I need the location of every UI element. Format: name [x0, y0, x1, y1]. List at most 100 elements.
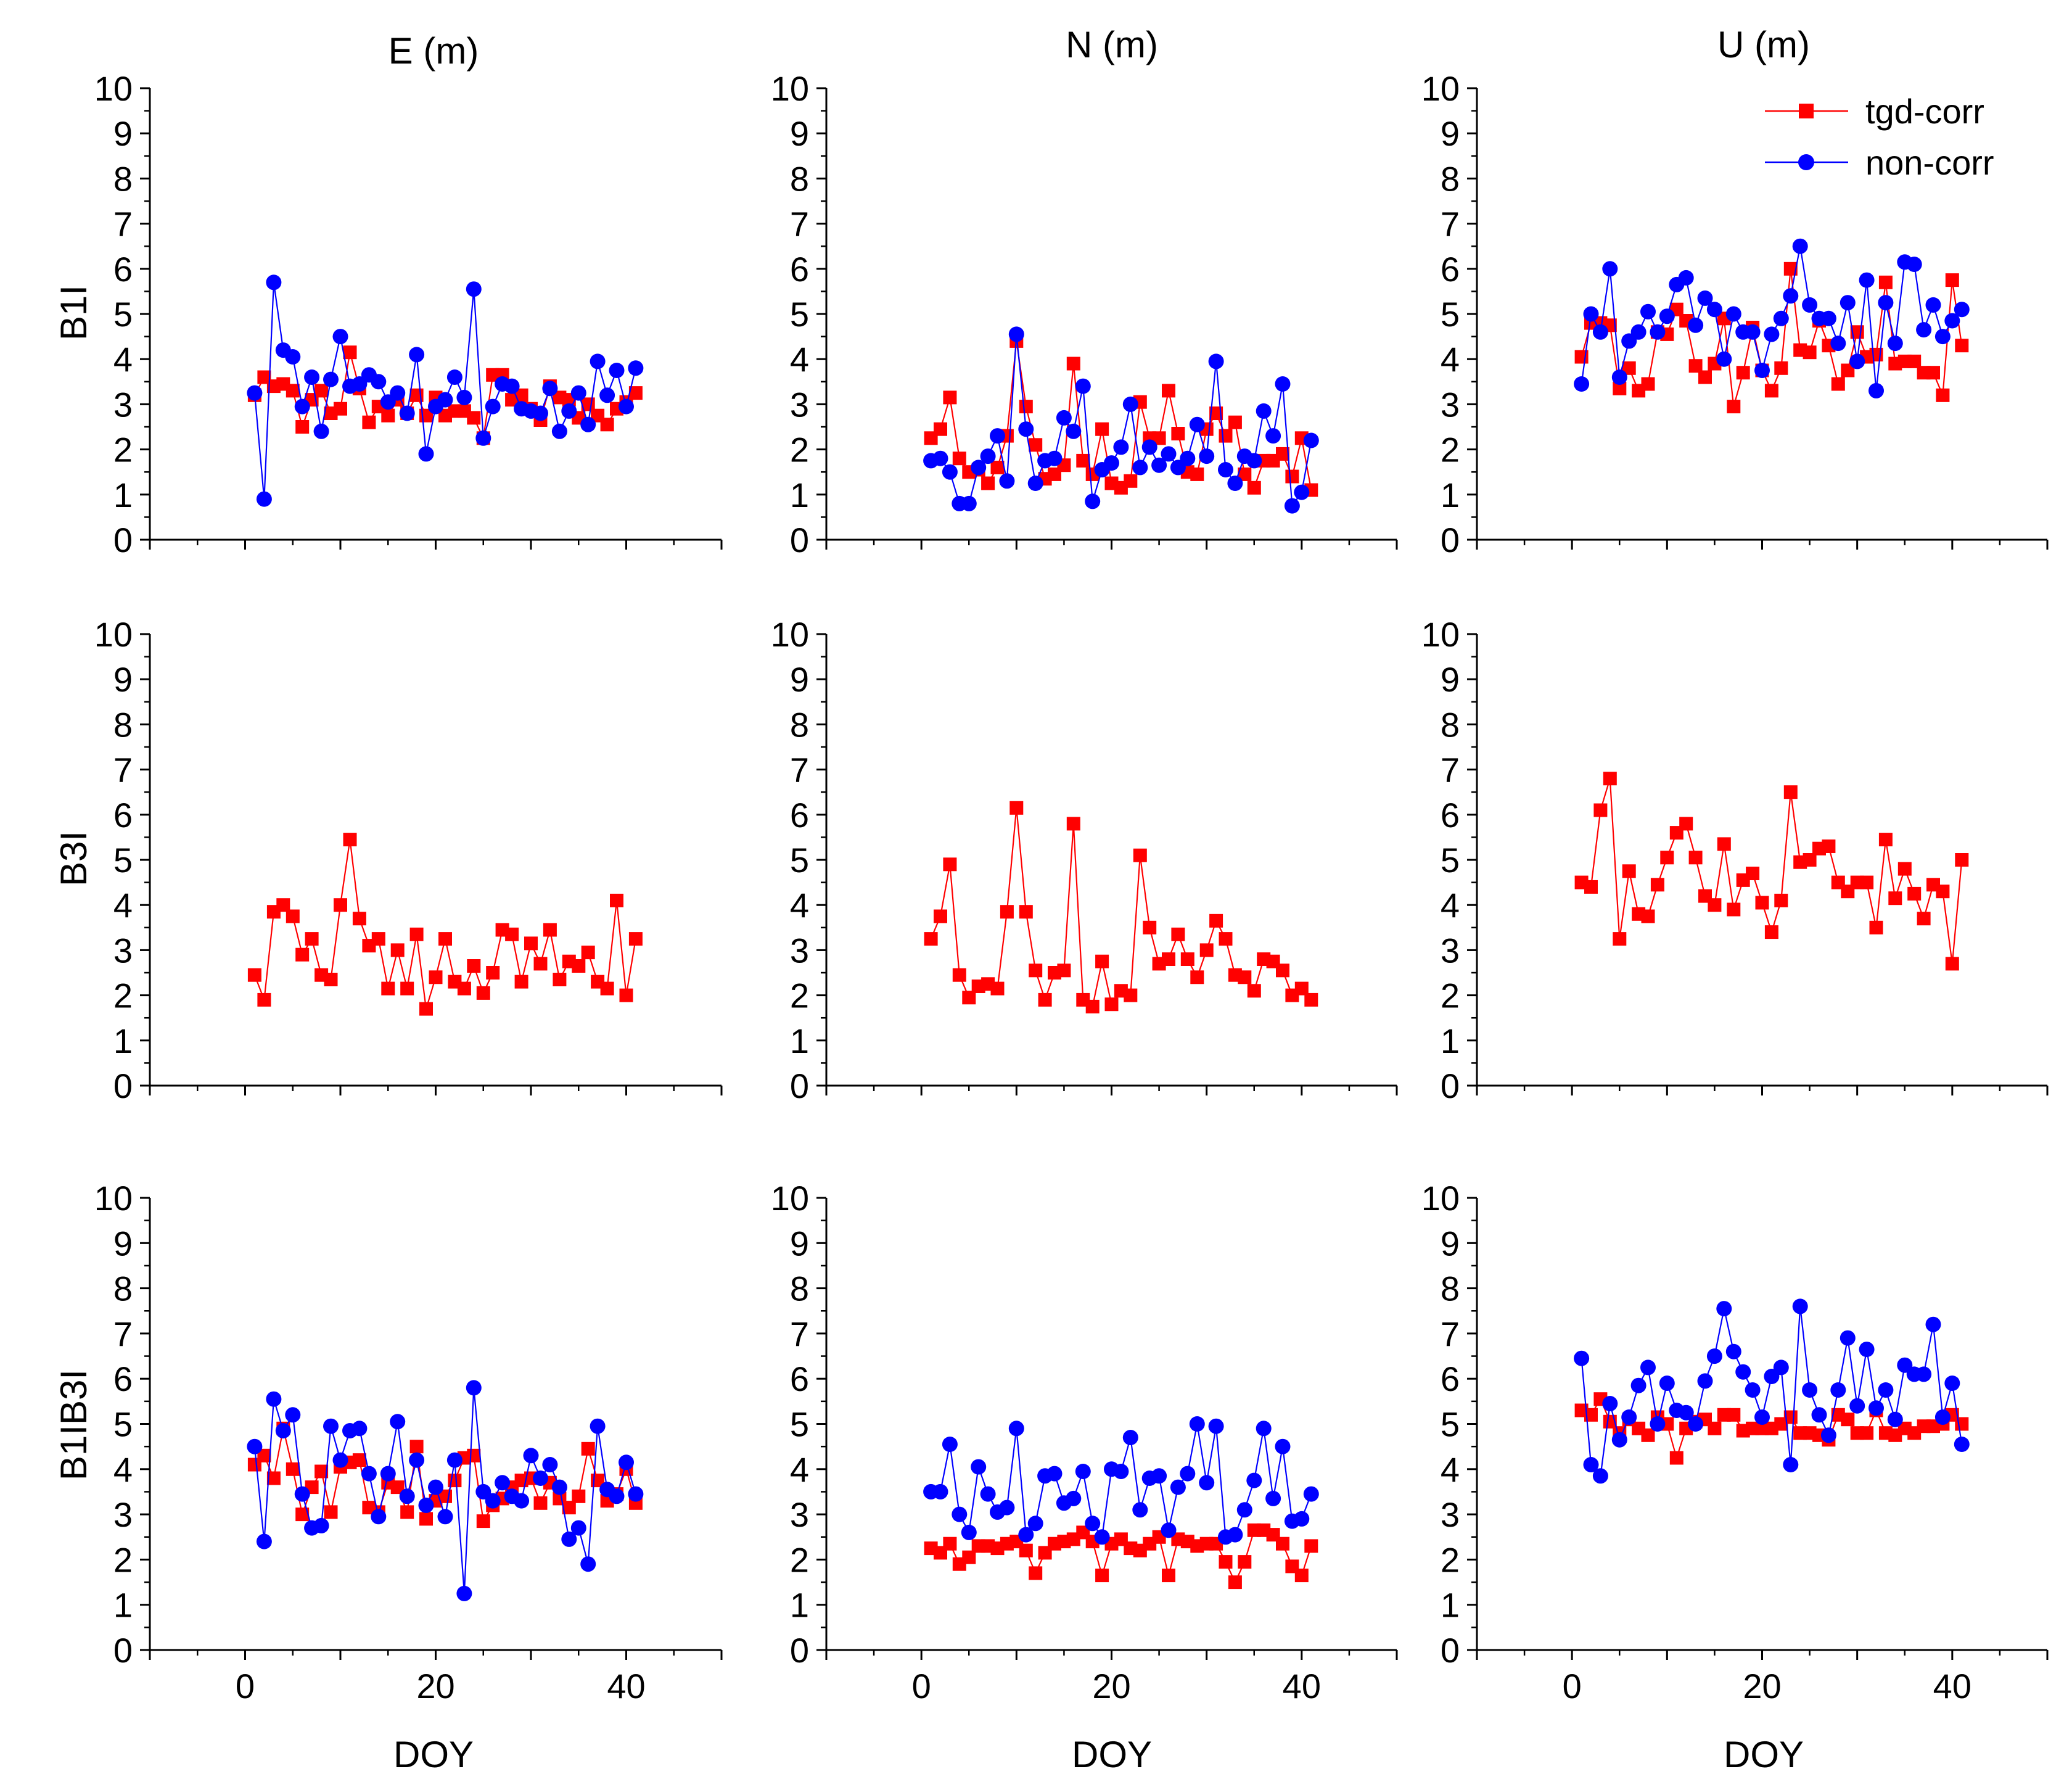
panel-b1i-u-y-tick-label-10: 10: [1421, 69, 1460, 108]
panel-b3i-n-y-tick-label-6: 6: [790, 796, 809, 835]
panel-b3i-e-tgd-corr-point-10: [334, 898, 347, 912]
panel-b1i-n-non-corr-point-11: [1018, 421, 1034, 437]
panel-b1i-e-tgd-corr-point-8: [314, 384, 329, 398]
panel-b1i-u-non-corr-point-13: [1688, 317, 1704, 333]
panel-b1ib3i-n-tgd-corr-point-38: [1276, 1537, 1289, 1551]
panel-b1i-u-tgd-corr-point-5: [1613, 381, 1627, 395]
panel-b1i-n-non-corr-point-23: [1132, 460, 1148, 476]
panel-b1ib3i-e-non-corr-point-3: [266, 1391, 282, 1407]
panel-b1ib3i-e-tgd-corr-point-35: [572, 1489, 586, 1503]
panel-b3i-e-tgd-corr-point-32: [543, 923, 557, 937]
row-label-b1ib3i: B1IB3I: [53, 1369, 94, 1480]
panel-b1ib3i-e-non-corr-point-39: [609, 1488, 625, 1504]
panel-b3i-u-tgd-corr-point-37: [1917, 912, 1931, 926]
panel-b1i-u-non-corr-point-17: [1725, 306, 1741, 322]
panel-b1i-e-non-corr-point-39: [609, 363, 625, 378]
panel-b1ib3i-n-tgd-corr-point-40: [1294, 1569, 1309, 1583]
panel-b1i-u-tgd-corr-point-14: [1698, 370, 1712, 384]
panel-b1i-e-non-corr-point-22: [446, 369, 462, 385]
panel-b1ib3i-u-x-tick-label-0: 0: [1563, 1667, 1582, 1706]
panel-b1ib3i-e-non-corr-point-6: [294, 1486, 310, 1502]
panel-b3i-e-tgd-corr-point-14: [371, 932, 385, 946]
panel-b3i-n-tgd-corr-point-38: [1276, 963, 1289, 978]
panel-b1ib3i-e-non-corr-point-19: [418, 1497, 434, 1513]
panel-b1ib3i-e-y-tick-label-1: 1: [113, 1586, 133, 1625]
panel-b1ib3i-n-non-corr-point-16: [1066, 1490, 1082, 1506]
panel-b1i-n-y-tick-label-9: 9: [790, 114, 809, 153]
panel-b3i-u-y-tick-label-3: 3: [1441, 931, 1460, 970]
panel-b1i-n-non-corr-point-16: [1066, 423, 1082, 439]
panel-b1i-n-tgd-corr-point-39: [1285, 469, 1299, 484]
panel-b3i-e-tgd-corr-point-28: [505, 927, 519, 941]
panel-b3i-u-tgd-corr-point-34: [1888, 891, 1902, 905]
panel-b1ib3i-u-x-tick-label-20: 20: [1743, 1667, 1781, 1706]
panel-b3i-u-tgd-corr-point-31: [1860, 875, 1874, 889]
panel-b3i-e-tgd-corr-point-21: [438, 932, 452, 946]
panel-b1i-u-tgd-corr-point-25: [1803, 345, 1817, 360]
panel-b3i-e-y-tick-label-6: 6: [113, 796, 133, 835]
panel-b1ib3i-u-non-corr-point-23: [1783, 1457, 1799, 1472]
panel-b1i-n-non-corr-point-6: [971, 460, 987, 476]
panel-b1i-e-non-corr-point-36: [580, 416, 596, 432]
panel-b3i-e-tgd-corr-point-12: [352, 912, 366, 926]
panel-b1i-e-non-corr-point-7: [304, 369, 320, 385]
panel-b1ib3i-u-tgd-corr-point-11: [1669, 1451, 1684, 1465]
panel-b1ib3i-n-non-corr-point-22: [1122, 1430, 1138, 1445]
panel-b3i-n-tgd-corr-point-8: [990, 981, 1005, 996]
panel-b3i-u-tgd-corr-point-10: [1660, 851, 1674, 865]
panel-b1ib3i-u-non-corr-point-22: [1773, 1359, 1789, 1376]
panel-b1ib3i-u-tgd-corr-point-17: [1727, 1408, 1741, 1422]
panel-b1i-u-non-corr-point-30: [1849, 353, 1865, 369]
panel-b1ib3i-e-non-corr-point-16: [390, 1414, 406, 1430]
panel-b1i-u-tgd-corr-point-18: [1736, 366, 1750, 380]
panel-b1i-n-y-tick-label-0: 0: [790, 521, 809, 559]
panel-b1i-u-y-tick-label-2: 2: [1441, 431, 1460, 469]
panel-b1ib3i-e-non-corr-point-4: [275, 1423, 291, 1438]
panel-b1ib3i-n-non-corr-point-7: [980, 1486, 996, 1502]
panel-b3i-n-tgd-corr-point-10: [1009, 801, 1024, 815]
panel-b1ib3i-n-tgd-corr-point-33: [1228, 1575, 1242, 1590]
panel-b1ib3i-e-non-corr-point-34: [561, 1531, 577, 1547]
legend-marker-tgd-corr: [1799, 104, 1814, 118]
panel-b1ib3i-e-tgd-corr-point-6: [295, 1508, 310, 1522]
panel-b1ib3i-n-y-tick-label-6: 6: [790, 1359, 809, 1398]
panel-b1ib3i-e-non-corr-point-27: [495, 1475, 511, 1491]
panel-b1i-n-y-tick-label-3: 3: [790, 385, 809, 424]
panel-b1ib3i-e-tgd-corr-point-18: [409, 1440, 424, 1454]
panel-b1i-u-y-tick-label-4: 4: [1441, 340, 1460, 379]
panel-b1ib3i-e-tgd-corr-point-2: [257, 1448, 271, 1462]
panel-b1i-e-non-corr-point-21: [437, 392, 453, 408]
panel-b1ib3i-n-y-tick-label-0: 0: [790, 1631, 809, 1670]
panel-b1i-u-y-tick-label-1: 1: [1441, 476, 1460, 514]
panel-b1i-u-non-corr-point-23: [1783, 288, 1799, 304]
panel-b3i-e-tgd-corr-point-23: [457, 981, 471, 996]
panel-b1ib3i-u-non-corr-point-4: [1602, 1396, 1618, 1411]
panel-b3i-n-tgd-corr-point-11: [1019, 905, 1033, 919]
panel-b3i-n-tgd-corr-point-2: [934, 909, 947, 923]
panel-b1ib3i-u-non-corr-point-15: [1706, 1348, 1722, 1364]
panel-b1ib3i-n-tgd-corr-point-34: [1238, 1555, 1252, 1569]
panel-b3i-n-tgd-corr-point-28: [1180, 952, 1194, 966]
panel-b1ib3i-e-non-corr-point-40: [619, 1454, 634, 1471]
panel-b1i-e-tgd-corr-point-13: [362, 415, 376, 429]
panel-b1i-n-non-corr-point-37: [1265, 428, 1281, 444]
panel-b3i-n-y-tick-label-0: 0: [790, 1066, 809, 1105]
panel-b3i-n-tgd-corr-point-35: [1247, 984, 1261, 998]
panel-b1i-n-tgd-corr-point-4: [952, 452, 966, 466]
panel-b1ib3i-u-non-corr-point-38: [1925, 1316, 1941, 1332]
panel-b1ib3i-e-y-tick-label-2: 2: [113, 1540, 133, 1579]
panel-b1ib3i-u-non-corr-point-33: [1878, 1382, 1894, 1398]
panel-b1i-e-non-corr-point-2: [256, 491, 272, 507]
panel-b1ib3i-u-y-tick-label-10: 10: [1421, 1179, 1460, 1218]
panel-b3i-u-tgd-corr-point-27: [1822, 839, 1836, 853]
panel-b1i-u: 0 1 2 3 4 5 6 7 8 9 10: [1421, 69, 2049, 559]
panel-b1i-n-non-corr-point-7: [980, 448, 996, 464]
panel-b1ib3i-e-non-corr-point-5: [285, 1407, 301, 1423]
panel-b1i-u-non-corr-point-7: [1630, 324, 1646, 340]
panel-b1ib3i-u-tgd-corr-point-15: [1708, 1421, 1722, 1435]
panel-b1i-e-tgd-corr-point-38: [600, 418, 614, 432]
panel-b1i-n-non-corr-point-18: [1085, 493, 1101, 509]
panel-b1i-u-non-corr-point-15: [1706, 302, 1722, 318]
panel-b1ib3i-u-non-corr-point-25: [1802, 1382, 1818, 1398]
panel-b1i-u-non-corr-point-36: [1906, 257, 1922, 272]
